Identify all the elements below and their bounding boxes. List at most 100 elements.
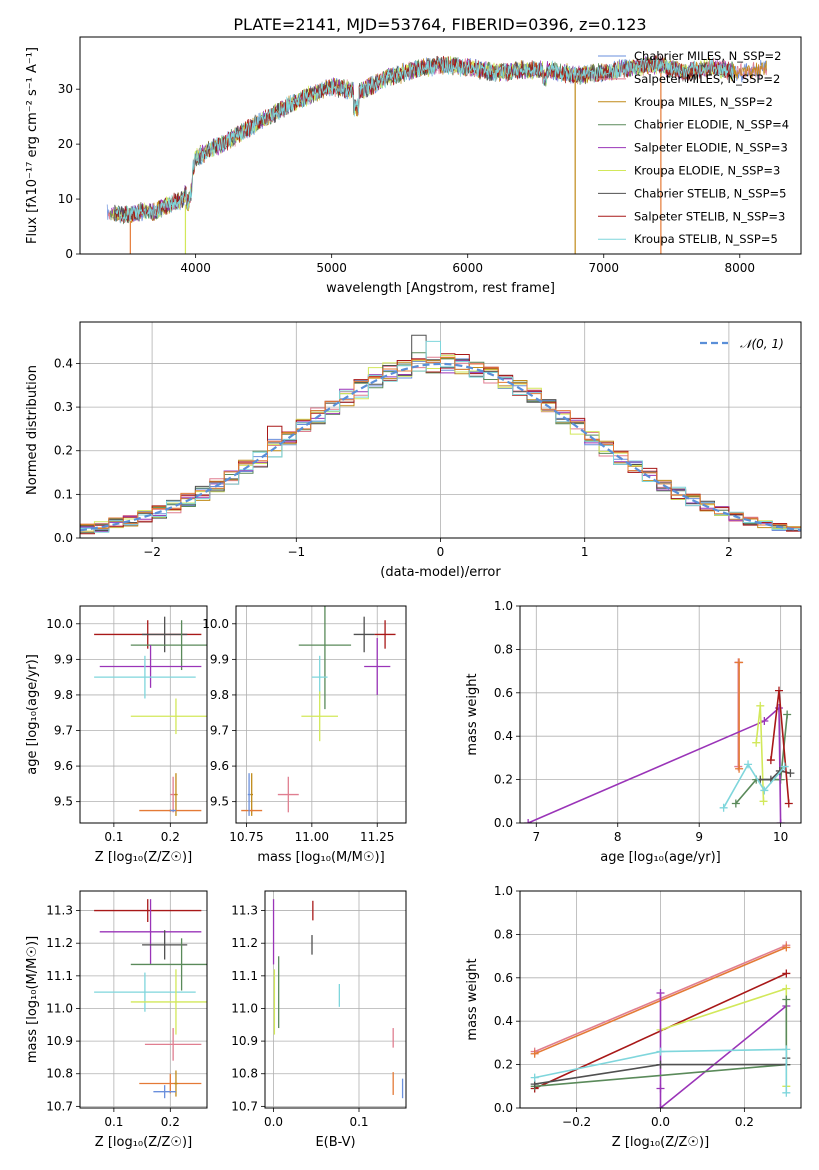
age-weight-plot-area [524,658,795,823]
tick-label-x: 5000 [316,261,347,275]
weight-marker [735,764,744,773]
axis-label-x: Z [log₁₀(Z/Z☉)] [95,850,192,865]
legend-label: Chabrier ELODIE, N_SSP=4 [634,118,789,132]
tick-label-x: 9 [695,830,703,844]
z-mass-panel: 0.1 0.2 10.7 10.8 10.9 11.0 11.1 11.2 11.3 Z [log… [25,890,208,1150]
errorbar-point [170,809,176,812]
axis-label-y: Normed distribution [25,365,40,495]
tick-label-y: 11.2 [231,936,258,950]
tick-label-y: 0.1 [54,487,73,501]
legend-label: Chabrier STELIB, N_SSP=5 [634,186,786,200]
tick-label-x: 8000 [725,261,756,275]
z-weight-plot-area [530,941,791,1108]
spectrum-panel: 4000 5000 6000 7000 8000 0 10 20 30 wavelength [A… [25,36,802,296]
weight-marker [656,1084,665,1093]
weight-marker [735,658,744,667]
errorbar-point [130,969,207,1035]
axis-label-y: age [log₁₀(age/yr)] [25,654,40,775]
weight-marker [760,786,769,795]
tick-label-y: 10.7 [46,1099,73,1113]
weight-marker [782,1045,791,1054]
tick-label-x: 7000 [588,261,619,275]
spectrum-plot-area [106,55,768,254]
tick-label-y: 0.0 [494,1101,513,1115]
tick-label-y: 9.5 [54,795,73,809]
weight-marker [530,1049,539,1058]
weight-marker [782,1088,791,1097]
errorbar-point [99,645,202,688]
tick-label-y: 0.2 [494,1058,513,1072]
errorbar-point [99,899,202,965]
tick-label-y: 10.9 [231,1034,258,1048]
histogram-steps [80,340,801,538]
tick-label-y: 9.9 [54,652,73,666]
weight-marker [776,819,785,823]
tick-label-x: 0 [437,545,445,559]
weight-marker [656,1104,665,1108]
tick-label-y: 10.8 [231,1067,258,1081]
weight-marker [656,1047,665,1056]
tick-label-x: −1 [287,545,305,559]
tick-label-y: 9.6 [54,759,73,773]
weight-marker [784,799,793,808]
tick-label-y: 9.9 [210,652,229,666]
tick-label-y: 0.4 [494,729,513,743]
tick-label-y: 30 [58,82,73,96]
tick-label-y: 0.3 [54,400,73,414]
tick-label-x: 0.1 [349,1115,368,1129]
tick-label-y: 9.6 [210,759,229,773]
errorbar-point [144,1028,202,1061]
tick-label-y: 0.8 [494,642,513,656]
errorbar-point [142,616,188,653]
legend-label: Chabrier MILES, N_SSP=2 [634,49,781,63]
tick-label-x: 0.2 [735,1115,754,1129]
tick-label-y: 9.8 [54,688,73,702]
tick-label-y: 10.8 [46,1067,73,1081]
errorbar-point [94,899,202,922]
weight-series-line [722,762,786,809]
errorbar-point [174,773,178,816]
weight-series-line [760,770,791,781]
weight-marker [786,769,795,778]
residuals-plot-area [80,334,801,538]
errorbar-point [174,1070,178,1097]
tick-label-y: 9.5 [210,795,229,809]
axes-frame [235,605,407,824]
weight-marker [656,1060,665,1069]
tick-label-y: 0 [65,247,73,261]
tick-label-y: 0.0 [494,816,513,830]
ebv-mass-plot-area [272,899,404,1099]
z-weight-panel: −0.2 0.0 0.2 0.0 0.2 0.4 0.6 0.8 1.0 Z [log₁₀(Z/Z… [465,884,802,1150]
axis-label-y: mass [log₁₀(M/M☉)] [25,936,40,1063]
tick-label-x: 4000 [180,261,211,275]
age-weight-panel: 7 8 9 10 0.0 0.2 0.4 0.6 0.8 1.0 age [log₁₀(age/yr… [465,599,802,865]
errorbar-point [153,1085,176,1099]
tick-label-x: 2 [725,545,733,559]
axis-label-x: Z [log₁₀(Z/Z☉)] [95,1135,192,1150]
weight-marker [752,738,761,747]
legend-label: 𝒩(0, 1) [740,337,784,351]
spectrum-legend: Chabrier MILES, N_SSP=2 Salpeter MILES, N… [598,49,789,246]
tick-label-x: 0.2 [161,1115,180,1129]
weight-marker [782,995,791,1004]
tick-label-y: 0.6 [494,971,513,985]
tick-label-x: 8 [614,830,622,844]
z-age-panel: 0.1 0.2 9.5 9.6 9.7 9.8 9.9 10.0 Z [log₁₀(Z/Z☉)]… [25,605,208,865]
axis-label-y: mass weight [465,673,480,755]
axis-label-y: mass weight [465,958,480,1040]
tick-label-y: 11.2 [46,936,73,950]
tick-label-y: 11.3 [231,904,258,918]
errorbar-point [250,773,253,816]
weight-marker [744,760,753,769]
tick-label-y: 0.4 [494,1014,513,1028]
errorbar-point [374,620,396,649]
errorbar-point [94,972,196,1012]
tick-label-y: 0.4 [54,356,73,370]
weight-marker [756,701,765,710]
tick-label-y: 9.7 [54,724,73,738]
tick-label-y: 10.7 [231,1099,258,1113]
legend-label: Kroupa MILES, N_SSP=2 [634,95,773,109]
weight-marker [656,988,665,997]
errorbar-point [353,616,375,653]
